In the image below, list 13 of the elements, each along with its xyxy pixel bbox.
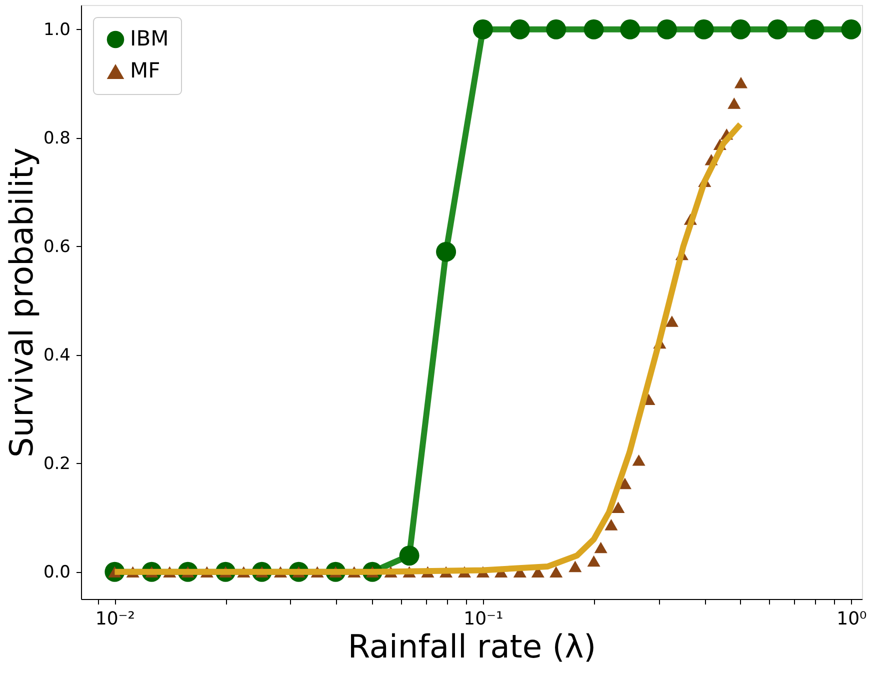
- y-tick-label: 0.8: [43, 128, 70, 148]
- y-tick-label: 0.0: [43, 562, 70, 582]
- y-axis-title: Survival probability: [2, 148, 40, 458]
- y-tick-label: 0.2: [43, 454, 70, 474]
- y-tick-label: 0.6: [43, 236, 70, 257]
- x-tick-label: 10⁻¹: [464, 608, 504, 630]
- legend-label: MF: [130, 58, 160, 82]
- x-tick-label: 10⁻²: [95, 608, 136, 630]
- legend-label: IBM: [130, 26, 169, 50]
- y-tick-label: 1.0: [43, 20, 70, 40]
- x-axis-title: Rainfall rate (λ): [348, 628, 596, 666]
- x-tick-label: 10⁰: [836, 608, 867, 630]
- y-tick-label: 0.4: [43, 345, 70, 366]
